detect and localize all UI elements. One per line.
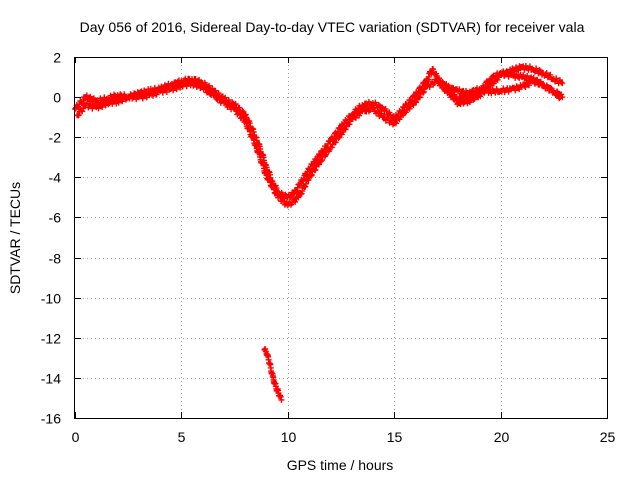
x-axis-label: GPS time / hours (287, 457, 394, 473)
y-tick-label: 0 (53, 90, 61, 106)
x-tick-label: 15 (387, 429, 403, 445)
series-markers (433, 75, 566, 101)
chart-title: Day 056 of 2016, Sidereal Day-to-day VTE… (80, 19, 585, 35)
y-axis-label: SDTVAR / TECUs (7, 182, 23, 294)
axis-ticks (75, 57, 608, 419)
y-tick-label: -12 (41, 331, 61, 347)
series-track-c (433, 75, 566, 101)
x-tick-label: 0 (72, 429, 80, 445)
x-tick-label: 10 (281, 429, 297, 445)
x-tick-label: 5 (178, 429, 186, 445)
plot-frame (74, 57, 608, 419)
series-markers (261, 346, 285, 403)
y-tick-label: -2 (49, 130, 62, 146)
x-tick-label: 25 (600, 429, 616, 445)
series-track-d (261, 346, 285, 403)
data-points (72, 63, 566, 403)
y-tick-label: -8 (49, 251, 62, 267)
y-tick-label: -14 (41, 371, 61, 387)
y-tick-label: -10 (41, 291, 61, 307)
y-tick-label: -6 (49, 210, 62, 226)
y-tick-label: -16 (41, 411, 61, 427)
y-tick-label: 2 (53, 50, 61, 66)
y-tick-label: -4 (49, 170, 62, 186)
x-tick-label: 20 (494, 429, 510, 445)
